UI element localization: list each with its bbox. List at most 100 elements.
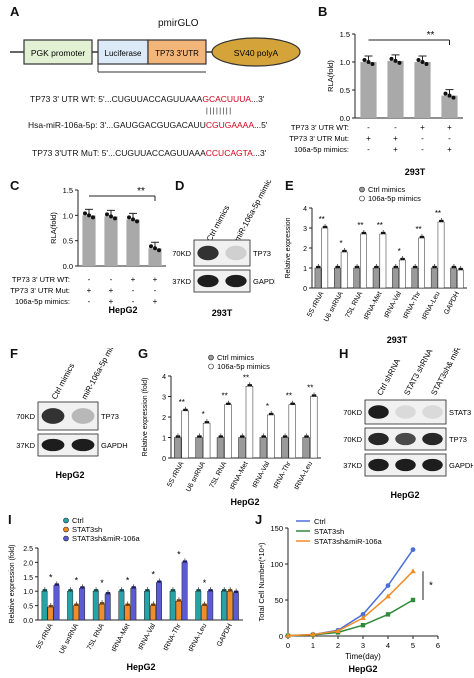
significance-label: ** [377, 221, 383, 230]
data-point [91, 215, 95, 220]
data-point [204, 603, 207, 606]
data-point [344, 249, 347, 253]
bar [372, 267, 380, 289]
data-point [263, 435, 267, 438]
data-point [318, 265, 321, 269]
bar [41, 590, 48, 621]
series-point [360, 612, 366, 617]
y-tick-label: 100 [270, 560, 283, 569]
y-tick-label: 1.5 [63, 186, 73, 195]
bar [220, 590, 227, 621]
x-tick-label: GAPDH [443, 291, 461, 316]
data-point [337, 265, 341, 269]
y-axis-label: RLA(fold) [326, 60, 335, 92]
data-point [242, 435, 245, 438]
chart-g: 0 1 2 3 4 Relative expression (fold) 5S rRNA U6… [142, 353, 321, 507]
data-point [224, 589, 227, 592]
utr-box [147, 39, 207, 65]
bar [302, 437, 310, 459]
bar [53, 585, 60, 621]
bar [457, 269, 464, 289]
data-point [376, 265, 379, 269]
condition-row-label: 106a-5p mimics: [15, 297, 70, 306]
blot-band [197, 274, 219, 288]
data-point [443, 91, 448, 96]
condition-mark: + [153, 297, 158, 306]
panel-label-j: J [255, 512, 263, 527]
legend-swatch [208, 363, 214, 370]
data-point [434, 265, 437, 269]
bar [181, 410, 189, 459]
data-point [447, 93, 452, 98]
marker-label: 70KD [16, 412, 35, 421]
data-point [363, 231, 367, 235]
data-point [227, 589, 231, 592]
x-tick-label: U6 snRNA [185, 460, 207, 493]
data-point [157, 248, 161, 253]
bar [202, 422, 211, 459]
condition-mark: + [87, 286, 92, 295]
condition-mark: + [153, 275, 158, 284]
data-point [68, 589, 71, 592]
x-tick-label: tRNA-Leu [421, 291, 442, 322]
significance-label: * [100, 578, 104, 588]
panel-label-d: D [175, 178, 185, 193]
data-point [354, 265, 358, 269]
data-point [451, 95, 456, 100]
data-point [153, 246, 157, 251]
data-point [460, 267, 464, 271]
y-tick-label: 0.5 [340, 86, 350, 95]
blot-band [71, 438, 95, 452]
data-point [105, 591, 109, 595]
x-tick-label: 6 [436, 641, 440, 650]
x-tick-label: tRNA-Leu [188, 623, 209, 654]
bar [392, 267, 399, 289]
data-point [230, 589, 233, 592]
seq-row-wt: TP73 3' UTR WT: 5'...CUGUUACCAGUUAAAGCAC… [30, 94, 265, 104]
data-point [149, 244, 153, 249]
seq-row-mut: TP73 3'UTR MuT: 5'...CUGUUACCAGUUAAACCUC… [32, 148, 267, 158]
bar [437, 221, 445, 289]
condition-mark: - [110, 275, 113, 284]
blot-band [395, 458, 416, 472]
condition-mark: + [393, 134, 398, 143]
significance-label: * [126, 575, 130, 585]
condition-mark: - [421, 145, 424, 154]
data-point [397, 60, 402, 65]
data-point [292, 402, 296, 405]
panel-label-a: A [10, 4, 20, 19]
data-point [453, 265, 457, 269]
band-label: TP73 [449, 435, 467, 444]
data-point [218, 435, 221, 438]
condition-mark: + [420, 123, 425, 132]
condition-mark: + [447, 123, 452, 132]
x-tick-label: 5S rRNA [306, 290, 325, 318]
blot-band [395, 405, 416, 419]
condition-mark: - [421, 134, 424, 143]
data-point [48, 604, 51, 608]
y-tick-label: 3 [303, 226, 307, 233]
legend-label: STAT3sh [314, 527, 344, 536]
blot-band [368, 432, 389, 446]
cell-line-label: HepG2 [55, 470, 84, 480]
y-tick-label: 1.5 [23, 575, 33, 582]
bar [414, 62, 431, 118]
pmirglo-label: pmirGLO [158, 18, 199, 29]
blot-band [41, 438, 65, 452]
x-axis-label: Time(day) [345, 652, 381, 661]
data-point [362, 58, 367, 62]
data-point [133, 586, 137, 589]
series-line [287, 570, 414, 637]
marker-label: 70KD [343, 435, 362, 444]
data-point [44, 589, 48, 592]
legend-label: STAT3sh&miR-106a [72, 534, 140, 543]
condition-mark: + [131, 275, 136, 284]
marker-label: 37KD [16, 441, 35, 450]
data-point [50, 604, 54, 608]
data-point [54, 583, 57, 586]
data-point [56, 583, 60, 586]
y-tick-label: 0 [162, 456, 166, 463]
data-point [177, 435, 181, 438]
data-point [389, 56, 394, 61]
bar [175, 601, 182, 621]
